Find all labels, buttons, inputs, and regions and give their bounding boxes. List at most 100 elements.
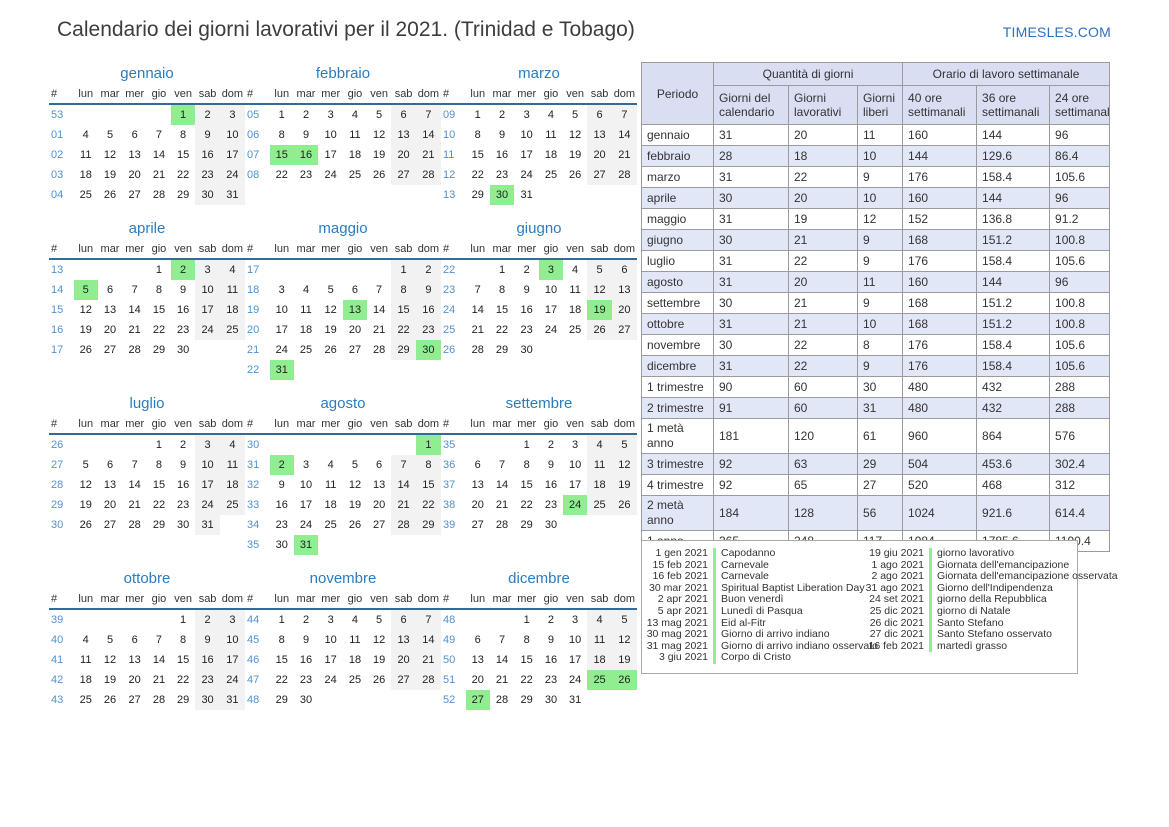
day-cell: 16 [299, 654, 313, 666]
weekday-header: gio [343, 416, 367, 435]
week-number: 53 [51, 109, 64, 121]
day-cell: 4 [351, 614, 359, 626]
day-cell: 19 [587, 300, 612, 320]
weekday-header-row: # lun mar mer gio ven sab dom [245, 416, 441, 435]
value-cell: 152 [902, 208, 978, 230]
day-cell: 6 [474, 459, 481, 471]
day-cell: 11 [219, 455, 245, 475]
day-cell: 30 [489, 185, 515, 205]
day-cell: 1 [474, 109, 481, 121]
day-cell: 30 [195, 185, 220, 205]
empty-day-cell [318, 535, 343, 555]
weekday-header: mer [318, 241, 344, 260]
period-cell: 2 trimestre [641, 397, 714, 419]
day-cell: 5 [351, 459, 359, 471]
legend-item: 3 giu 2021 Corpo di Cristo [646, 652, 862, 664]
week-col-header: # [441, 591, 466, 610]
day-cell: 1 [155, 264, 163, 276]
day-cell: 11 [587, 630, 612, 650]
week-number: 22 [247, 364, 260, 376]
weekday-header: ven [170, 241, 196, 260]
weekday-header: ven [170, 86, 196, 105]
holiday-marker-icon [929, 629, 932, 641]
day-cell: 20 [128, 169, 141, 181]
weekday-header-row: # lun mar mer gio ven sab dom [49, 591, 245, 610]
weekday-header: gio [539, 591, 563, 610]
day-cell: 17 [324, 149, 337, 161]
value-cell: 9 [856, 355, 904, 377]
week-number: 02 [51, 149, 64, 161]
value-cell: 56 [856, 495, 904, 531]
day-cell: 8 [278, 129, 285, 141]
day-cell: 1 [170, 104, 196, 125]
value-cell: 100.8 [1049, 229, 1111, 251]
day-cell: 23 [415, 320, 441, 340]
empty-day-cell [122, 259, 147, 280]
value-cell: 120 [788, 418, 858, 454]
value-cell: 158.4 [976, 166, 1051, 188]
day-cell: 25 [587, 495, 612, 515]
period-cell: febbraio [641, 145, 714, 167]
day-cell: 6 [376, 459, 383, 471]
empty-day-cell [318, 690, 343, 710]
legend-date: 2 apr 2021 [657, 593, 708, 606]
day-cell: 15 [269, 145, 294, 165]
day-cell: 28 [372, 344, 386, 356]
value-cell: 960 [902, 418, 978, 454]
week-row: 17 26 27 28 29 30 [49, 340, 245, 360]
value-cell: 480 [902, 397, 978, 419]
day-cell: 29 [152, 344, 166, 356]
value-cell: 105.6 [1049, 250, 1111, 272]
site-link[interactable]: TIMESLES.COM [1002, 24, 1111, 40]
month-title: agosto [320, 395, 366, 412]
day-cell: 17 [219, 650, 245, 670]
day-cell: 27 [587, 165, 612, 185]
day-cell: 11 [587, 455, 612, 475]
weekday-header: ven [366, 591, 392, 610]
day-cell: 23 [544, 674, 558, 686]
day-cell: 7 [415, 609, 441, 630]
weekday-header: lun [269, 416, 294, 435]
week-row: 32 9 10 11 12 13 14 15 [245, 475, 441, 495]
empty-day-cell [539, 185, 563, 205]
week-number: 36 [443, 459, 456, 471]
day-cell: 4 [82, 634, 89, 646]
weekday-header: ven [562, 416, 588, 435]
week-row: 01 4 5 6 7 8 9 10 [49, 125, 245, 145]
legend-date: 16 feb 2021 [652, 570, 708, 583]
legend-item: 5 apr 2021 Lunedì di Pasqua [646, 605, 862, 618]
day-cell: 23 [495, 169, 509, 181]
day-cell: 20 [471, 674, 484, 686]
day-cell: 28 [128, 519, 141, 531]
week-number: 13 [51, 264, 64, 276]
week-number: 17 [51, 344, 64, 356]
day-cell: 7 [391, 455, 416, 475]
week-number: 42 [51, 674, 64, 686]
legend-label: giorno lavorativo [937, 547, 1015, 559]
day-cell: 2 [170, 259, 196, 280]
day-cell: 27 [128, 189, 141, 201]
day-cell: 14 [391, 475, 416, 495]
month-table: # lun mar mer gio ven sab dom 44 1 2 3 4 5 6 7 45 8 9 10 11 1… [245, 591, 441, 710]
table-row: dicembre 31 22 9 176 158.4 105.6 [641, 355, 1111, 377]
empty-day-cell [122, 104, 147, 125]
value-cell: 19 [788, 208, 858, 230]
value-cell: 60 [788, 397, 858, 419]
day-cell: 19 [372, 149, 386, 161]
week-row: 10 8 9 10 11 12 13 14 [441, 125, 637, 145]
week-number: 38 [443, 499, 456, 511]
month-table: # lun mar mer gio ven sab dom 39 1 2 3 40 4 5 6 7 8 9 10 41 1… [49, 591, 245, 710]
value-cell: 432 [976, 397, 1051, 419]
day-cell: 1 [523, 439, 530, 451]
week-number: 30 [51, 519, 64, 531]
legend-label: Giorno dell'Indipendenza [937, 581, 1053, 594]
value-cell: 31 [713, 250, 789, 272]
day-cell: 11 [349, 634, 361, 646]
weekday-header: dom [415, 416, 441, 435]
holiday-marker-icon [929, 582, 932, 595]
legend-item: 27 dic 2021 Santo Stefano osservato [862, 629, 1118, 641]
day-cell: 11 [219, 280, 245, 300]
month-luglio: luglio # lun mar mer gio ven sab dom 26 1 2 3 4 27 5 6 7 8… [49, 392, 245, 535]
day-cell: 17 [568, 654, 582, 666]
weekday-header: sab [195, 86, 220, 105]
